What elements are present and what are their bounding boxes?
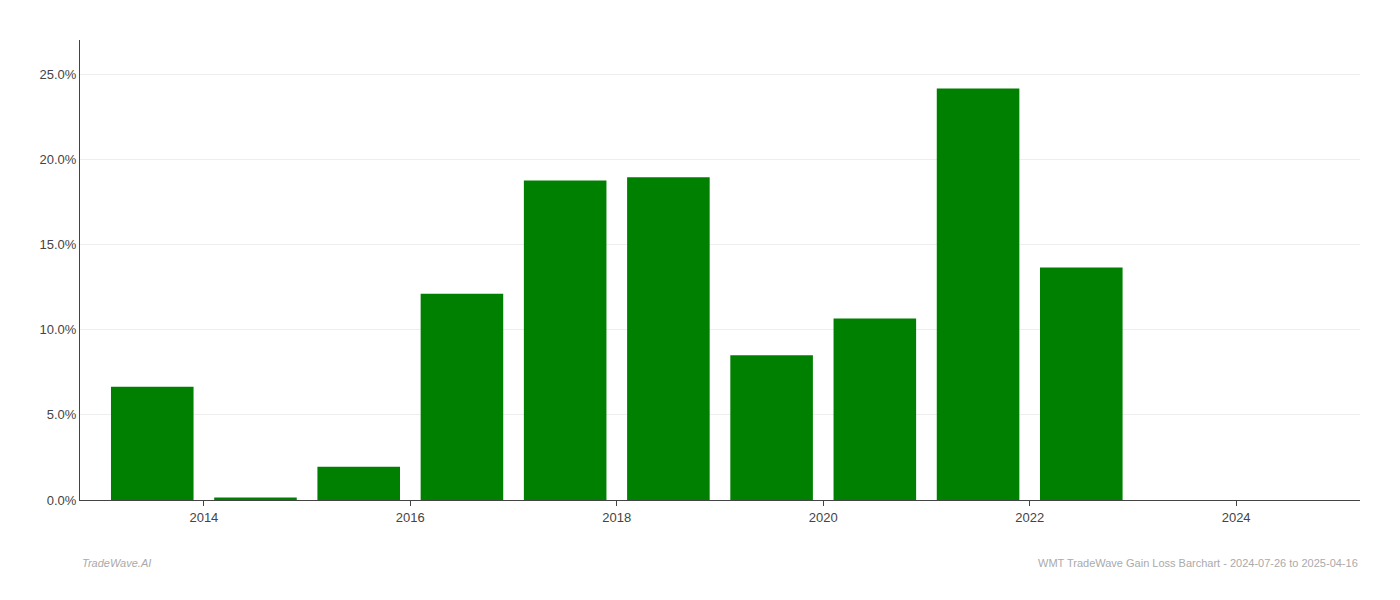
svg-text:2024: 2024 <box>1222 510 1251 525</box>
svg-text:10.0%: 10.0% <box>40 322 77 337</box>
svg-text:2018: 2018 <box>602 510 631 525</box>
svg-text:15.0%: 15.0% <box>40 237 77 252</box>
svg-text:2014: 2014 <box>189 510 218 525</box>
svg-text:25.0%: 25.0% <box>40 67 77 82</box>
svg-text:0.0%: 0.0% <box>47 493 77 508</box>
svg-text:TradeWave.AI: TradeWave.AI <box>82 557 151 569</box>
svg-text:2020: 2020 <box>809 510 838 525</box>
svg-text:2016: 2016 <box>396 510 425 525</box>
svg-text:2022: 2022 <box>1015 510 1044 525</box>
svg-text:5.0%: 5.0% <box>47 407 77 422</box>
svg-text:WMT TradeWave Gain Loss Barcha: WMT TradeWave Gain Loss Barchart - 2024-… <box>1038 557 1358 569</box>
svg-text:20.0%: 20.0% <box>40 152 77 167</box>
